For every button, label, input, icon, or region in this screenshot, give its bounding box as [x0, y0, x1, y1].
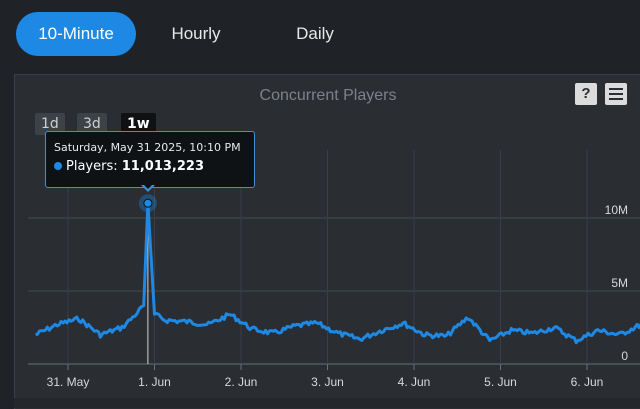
range-button-1w[interactable]: 1w [121, 113, 156, 135]
chart-menu-button[interactable] [605, 83, 627, 105]
chart-tooltip: Saturday, May 31 2025, 10:10 PM Players:… [45, 131, 255, 188]
x-tick-label: 31. May [47, 375, 90, 389]
x-tick-label: 5. Jun [484, 375, 517, 389]
tooltip-value: 11,013,223 [121, 159, 204, 174]
y-tick-label: 0 [621, 349, 628, 363]
tab-10-minute[interactable]: 10-Minute [16, 12, 136, 56]
help-button[interactable]: ? [575, 83, 597, 105]
hover-point [143, 198, 153, 208]
x-axis-ticks: 31. May 1. Jun 2. Jun 3. Jun 4. Jun 5. Jun 6. … [47, 364, 604, 389]
navigator-strip [14, 398, 640, 408]
hamburger-menu-icon [609, 88, 623, 103]
y-tick-label: 10M [605, 203, 628, 217]
range-button-3d[interactable]: 3d [77, 113, 107, 135]
tooltip-row: Players: 11,013,223 [54, 159, 204, 174]
x-tick-label: 2. Jun [225, 375, 258, 389]
chart-title: Concurrent Players [259, 87, 397, 104]
help-icon: ? [581, 85, 591, 102]
interval-tabs: 10-Minute Hourly Daily [0, 0, 640, 68]
tooltip-series-label: Players: [66, 159, 118, 174]
x-tick-label: 6. Jun [571, 375, 604, 389]
range-button-1d[interactable]: 1d [35, 113, 65, 135]
tab-daily[interactable]: Daily [296, 24, 334, 43]
y-axis-ticks: 0 5M 10M [605, 203, 629, 363]
series-dot-icon [54, 162, 62, 170]
x-tick-label: 3. Jun [311, 375, 344, 389]
x-tick-label: 4. Jun [398, 375, 431, 389]
tooltip-date: Saturday, May 31 2025, 10:10 PM [54, 141, 241, 154]
players-series-line [35, 201, 640, 345]
y-tick-label: 5M [611, 276, 628, 290]
x-tick-label: 1. Jun [138, 375, 171, 389]
tab-hourly[interactable]: Hourly [171, 24, 221, 43]
